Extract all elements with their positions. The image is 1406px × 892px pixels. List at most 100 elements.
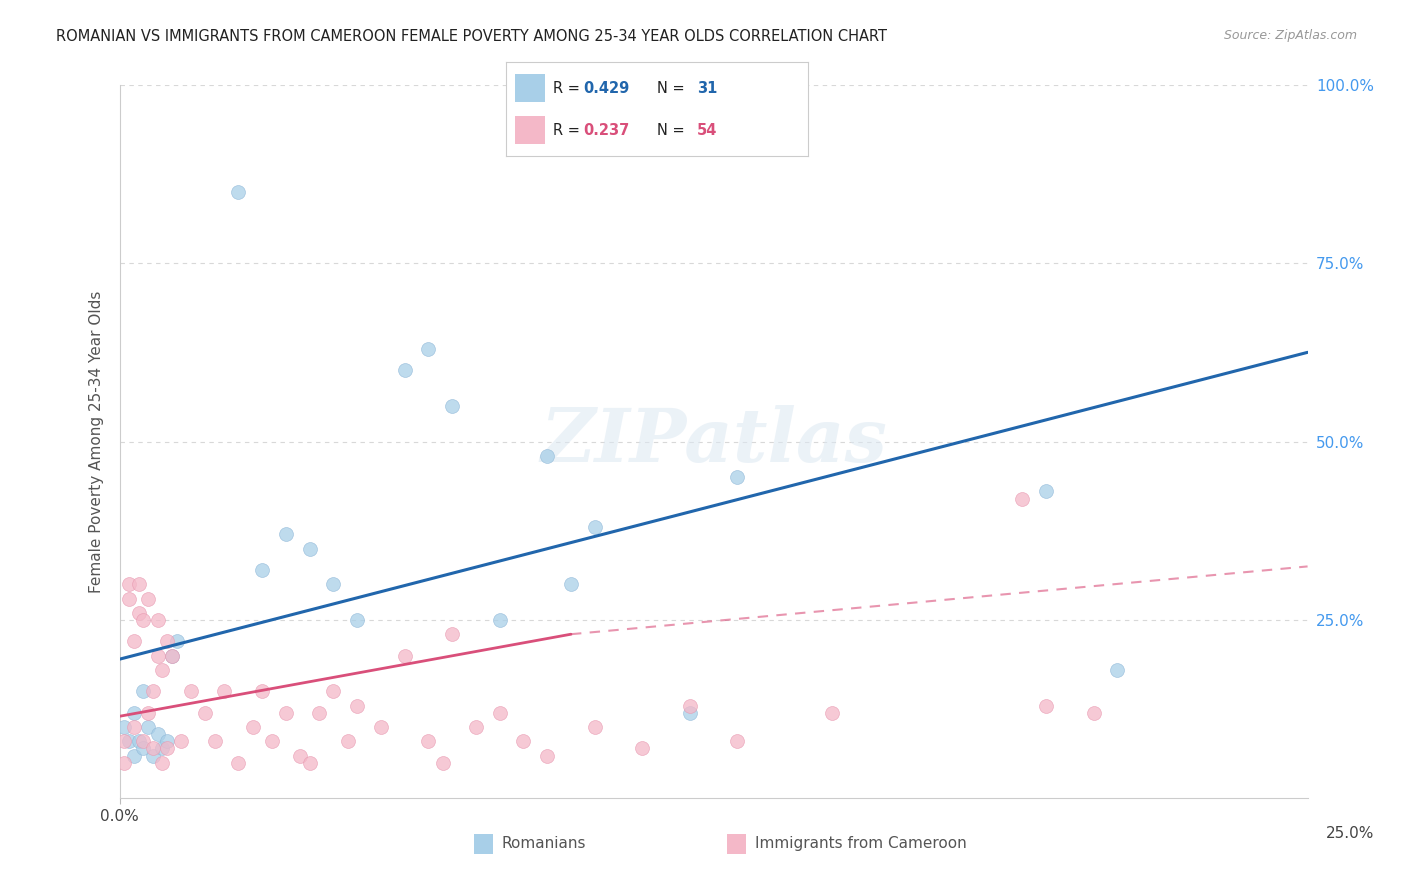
Point [322,684,344,698]
Point [274,527,297,541]
Point [132,734,155,748]
Point [132,613,155,627]
Point [250,684,273,698]
Point [112,756,135,770]
Text: 31: 31 [696,80,717,95]
Point [150,756,173,770]
Point [488,613,510,627]
Point [242,720,264,734]
Point [583,520,606,534]
Point [136,706,159,720]
Point [136,591,159,606]
Bar [474,834,494,854]
Point [118,591,141,606]
Point [432,756,454,770]
Point [725,734,748,748]
Point [418,734,440,748]
Point [204,734,226,748]
Bar [515,116,546,145]
Point [160,648,183,663]
Point [128,734,150,748]
Point [394,648,416,663]
Point [488,706,510,720]
Point [146,727,169,741]
Point [441,627,464,641]
Point [212,684,235,698]
Point [322,577,344,591]
Point [156,741,179,756]
Text: 54: 54 [696,123,717,138]
Point [142,684,165,698]
Point [156,734,179,748]
Point [394,363,416,377]
Point [122,748,145,763]
Text: R =: R = [553,80,585,95]
Point [346,613,368,627]
Point [128,577,150,591]
Text: R =: R = [553,123,585,138]
Point [150,741,173,756]
Point [346,698,368,713]
Point [112,720,135,734]
Point [142,748,165,763]
Point [180,684,202,698]
Bar [727,834,747,854]
Point [112,734,135,748]
Text: ZIPatlas: ZIPatlas [540,405,887,478]
Text: Romanians: Romanians [502,837,586,851]
Text: 0.429: 0.429 [583,80,630,95]
Point [228,756,250,770]
Point [536,449,558,463]
Point [274,706,297,720]
Text: Source: ZipAtlas.com: Source: ZipAtlas.com [1223,29,1357,42]
Point [821,706,844,720]
Point [146,648,169,663]
Point [1011,491,1033,506]
Point [118,577,141,591]
Point [308,706,330,720]
Point [142,741,165,756]
Bar [515,74,546,103]
Point [464,720,488,734]
Point [118,734,141,748]
Text: N =: N = [657,123,689,138]
Point [136,720,159,734]
Point [560,577,582,591]
Point [250,563,273,577]
Point [441,399,464,413]
Point [536,748,558,763]
Y-axis label: Female Poverty Among 25-34 Year Olds: Female Poverty Among 25-34 Year Olds [89,291,104,592]
Point [679,698,702,713]
Point [631,741,654,756]
Point [583,720,606,734]
Point [418,342,440,356]
Point [1083,706,1105,720]
Point [1035,484,1057,499]
Text: ROMANIAN VS IMMIGRANTS FROM CAMEROON FEMALE POVERTY AMONG 25-34 YEAR OLDS CORREL: ROMANIAN VS IMMIGRANTS FROM CAMEROON FEM… [56,29,887,44]
Point [128,606,150,620]
Point [160,648,183,663]
Point [1107,663,1129,677]
Point [170,734,193,748]
Point [679,706,702,720]
Point [228,185,250,199]
Point [260,734,283,748]
Point [194,706,217,720]
Text: 0.237: 0.237 [583,123,630,138]
Point [512,734,534,748]
Point [146,613,169,627]
Text: N =: N = [657,80,689,95]
Point [132,741,155,756]
Point [166,634,188,648]
Point [132,684,155,698]
Point [336,734,359,748]
Point [1035,698,1057,713]
Point [298,541,321,556]
Point [288,748,311,763]
Point [725,470,748,484]
Point [370,720,392,734]
Text: Immigrants from Cameroon: Immigrants from Cameroon [755,837,967,851]
Point [150,663,173,677]
Point [298,756,321,770]
Point [122,720,145,734]
